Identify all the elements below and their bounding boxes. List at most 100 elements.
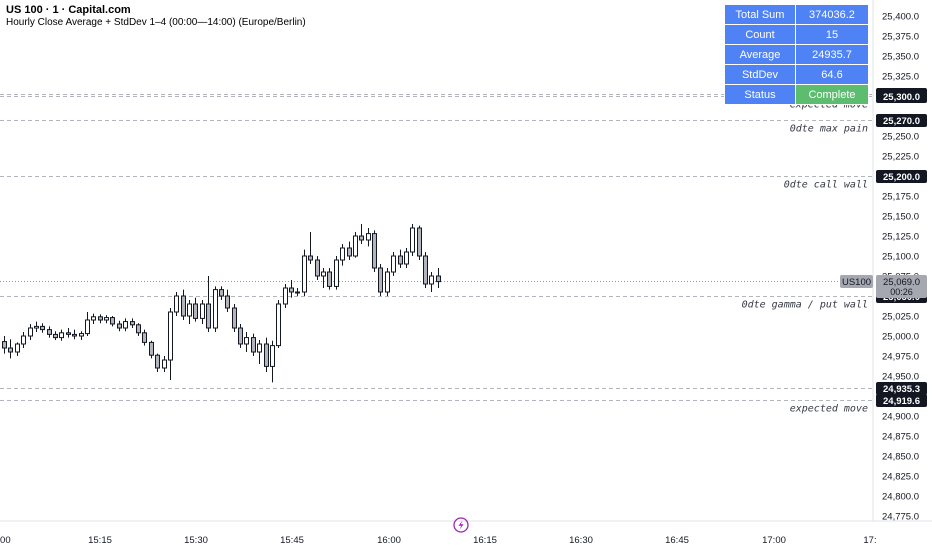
candle [244, 332, 249, 352]
x-tick-label: 16:00 [377, 535, 401, 546]
indicator-title: Hourly Close Average + StdDev 1–4 (00:00… [6, 17, 306, 28]
y-tick-label: 25,350.0 [882, 52, 919, 63]
candle [8, 339, 13, 359]
candle [110, 316, 115, 327]
stats-label: StdDev [724, 64, 796, 85]
svg-text:25,300.0: 25,300.0 [883, 92, 920, 103]
x-tick-label: 15:45 [280, 535, 304, 546]
svg-text:24,919.6: 24,919.6 [883, 396, 920, 407]
y-tick-label: 25,100.0 [882, 252, 919, 263]
candle [334, 256, 339, 290]
candle [117, 320, 122, 332]
candle [225, 289, 230, 312]
candle [149, 340, 154, 359]
candle [91, 313, 96, 324]
candle [34, 321, 39, 332]
current-price-value: 25,069.0 [883, 277, 920, 288]
candle [193, 297, 198, 322]
current-price-tag: 25,069.000:26 [876, 275, 927, 298]
horizontal-level-lines [0, 94, 873, 401]
candle [219, 286, 224, 300]
status-badge: Complete [795, 84, 869, 105]
candle [429, 272, 434, 292]
candle [276, 300, 281, 348]
y-tick-label: 24,875.0 [882, 432, 919, 443]
candle [47, 326, 52, 338]
y-tick-label: 25,325.0 [882, 72, 919, 83]
level-label: 0dte gamma / put wall [742, 300, 868, 311]
time-axis[interactable]: :00 15:15 15:30 15:45 16:00 16:15 16:30 16:45 17… [0, 535, 877, 546]
candle [213, 286, 218, 332]
candle [264, 337, 269, 372]
x-tick-label: 16:45 [665, 535, 689, 546]
candle [206, 276, 211, 332]
candle [59, 329, 64, 341]
x-tick-label: 17: [863, 535, 876, 546]
x-tick-label: :00 [0, 535, 11, 546]
candle [79, 331, 84, 340]
y-tick-label: 25,400.0 [882, 12, 919, 23]
y-tick-label: 25,150.0 [882, 212, 919, 223]
y-tick-label: 25,125.0 [882, 232, 919, 243]
y-tick-label: 24,800.0 [882, 492, 919, 503]
candle [385, 268, 390, 296]
candle [404, 248, 409, 268]
candle [98, 314, 103, 324]
y-tick-label: 24,975.0 [882, 352, 919, 363]
candle [232, 304, 237, 332]
candle [321, 268, 326, 288]
candle [251, 333, 256, 356]
candle [410, 224, 415, 256]
x-tick-label: 15:15 [88, 535, 112, 546]
candle [391, 252, 396, 276]
candle [366, 228, 371, 247]
candle [15, 342, 20, 356]
candle [302, 249, 307, 296]
candle [104, 315, 109, 324]
x-tick-label: 16:30 [569, 535, 593, 546]
candle [308, 232, 313, 264]
candle [327, 268, 332, 290]
level-label: 0dte call wall [784, 180, 868, 191]
x-tick-label: 15:30 [184, 535, 208, 546]
candle [142, 329, 147, 346]
level-price-tag: 25,200.0 [876, 170, 927, 183]
stats-row-total-sum: Total Sum 374036.2 [724, 4, 869, 25]
candle [353, 232, 358, 258]
candle [53, 331, 58, 340]
candle [174, 292, 179, 316]
candle [436, 268, 441, 288]
stats-row-count: Count 15 [724, 24, 869, 45]
stats-table: Total Sum 374036.2 Count 15 Average 2493… [724, 4, 869, 105]
stats-label: Count [724, 24, 796, 45]
candle [21, 332, 26, 348]
candle [270, 340, 275, 383]
stats-label: Total Sum [724, 4, 796, 25]
level-label: expected move [790, 100, 868, 111]
candle [200, 300, 205, 324]
candle [136, 323, 141, 336]
y-tick-label: 25,225.0 [882, 152, 919, 163]
candle [72, 329, 77, 340]
stats-row-average: Average 24935.7 [724, 44, 869, 65]
price-tags: 25,302.125,300.025,270.025,200.025,050.0… [840, 88, 927, 407]
candle [378, 264, 383, 296]
level-price-tag: 24,919.6 [876, 394, 927, 407]
stats-row-stddev: StdDev 64.6 [724, 64, 869, 85]
symbol-title: US 100 · 1 · Capital.com [6, 4, 131, 16]
svg-text:24,935.3: 24,935.3 [883, 384, 920, 395]
candle [257, 340, 262, 364]
y-tick-label: 25,175.0 [882, 192, 919, 203]
y-tick-label: 25,000.0 [882, 332, 919, 343]
candle [28, 324, 33, 340]
y-tick-label: 24,850.0 [882, 452, 919, 463]
y-tick-label: 24,775.0 [882, 512, 919, 523]
stats-row-status: Status Complete [724, 84, 869, 105]
flash-icon[interactable] [453, 517, 469, 533]
svg-text:25,200.0: 25,200.0 [883, 172, 920, 183]
candle [372, 230, 377, 272]
candle [359, 224, 364, 244]
y-tick-label: 25,250.0 [882, 132, 919, 143]
candle [66, 328, 71, 338]
